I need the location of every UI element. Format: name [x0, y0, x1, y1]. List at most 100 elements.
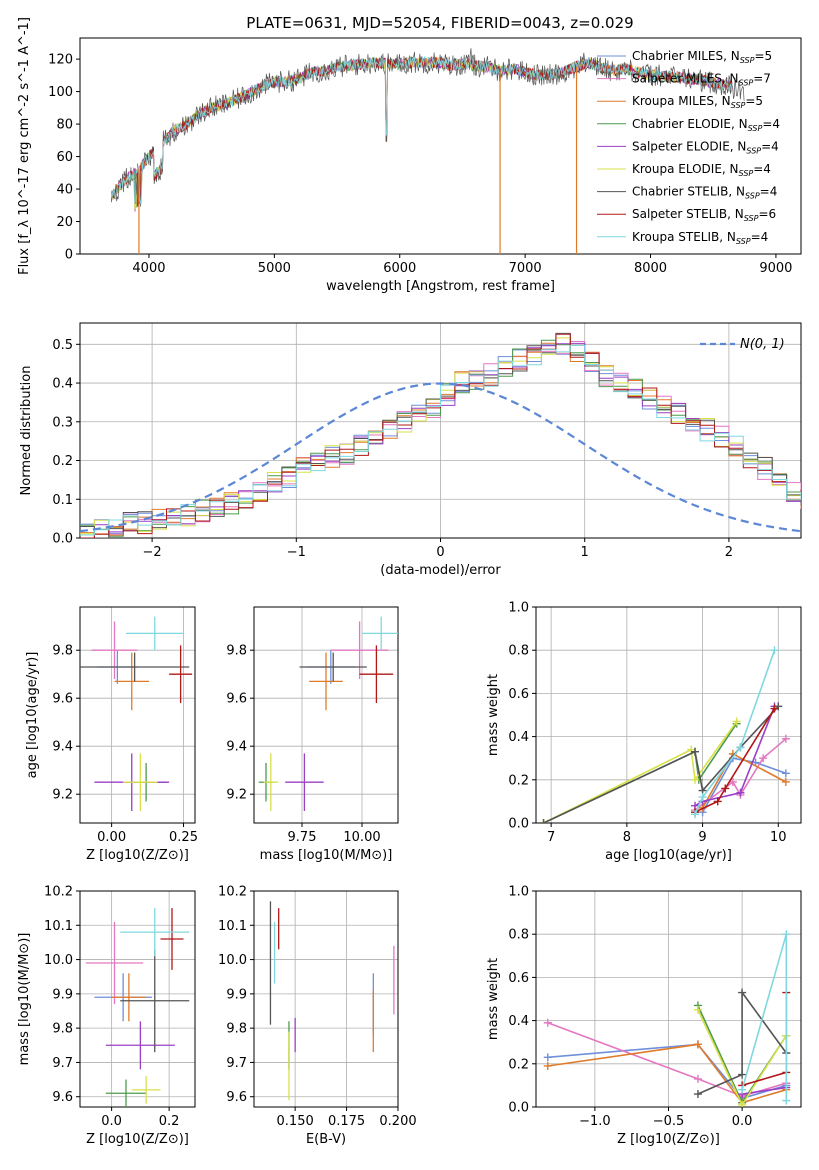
series-line: [694, 708, 776, 813]
plus-marker: [732, 717, 741, 726]
x-tick-label: 0: [436, 545, 444, 560]
plus-marker: [713, 797, 722, 806]
axes-frame: [253, 890, 399, 1108]
x-axis-label: E(B-V): [306, 1132, 346, 1147]
y-tick-label: 0: [65, 248, 73, 263]
y-tick-label: 9.9: [52, 987, 73, 1002]
histogram-step: [80, 342, 801, 536]
y-tick-label: 80: [56, 118, 73, 133]
y-tick-label: 0.5: [52, 338, 73, 353]
y-tick-label: 0.8: [508, 644, 529, 659]
x-tick-label: 0.0: [732, 1114, 753, 1129]
residuals-panel: −2 −1 0 1 2 0.0 0.1 0.2 0.3 0.4 0.5 (data-model)/er…: [19, 322, 802, 578]
histogram-step: [80, 333, 801, 538]
y-tick-label: 100: [48, 85, 73, 100]
x-tick-label: 9000: [759, 261, 792, 276]
y-tick-label: 0.4: [508, 730, 529, 745]
plus-marker: [781, 769, 790, 778]
plus-marker: [738, 1100, 747, 1107]
age-vs-z-panel: 0.00 0.25 9.2 9.4 9.6 9.8 Z [log10(Z/Z⊙)] age […: [25, 606, 198, 863]
plus-marker: [693, 1090, 702, 1099]
y-axis-label: mass [log10(M/M⊙)]: [17, 933, 32, 1066]
y-axis-label: age [log10(age/yr)]: [25, 652, 40, 779]
histogram-step: [80, 337, 801, 535]
x-tick-label: 0.150: [277, 1114, 314, 1129]
legend-entry: Chabrier STELIB, NSSP=4: [632, 185, 777, 201]
plus-marker: [721, 784, 730, 793]
plus-marker: [759, 754, 768, 763]
y-tick-label: 0.0: [52, 532, 73, 547]
age-vs-mass-panel: 9.75 10.00 9.2 9.4 9.6 9.8 mass [log10(M/M⊙)]: [226, 606, 399, 863]
legend-entry: Kroupa ELODIE, NSSP=4: [632, 162, 771, 178]
plus-marker: [770, 704, 779, 713]
y-tick-label: 0.2: [508, 773, 529, 788]
y-tick-label: 0.4: [508, 1014, 529, 1029]
y-tick-label: 0.1: [52, 493, 73, 508]
y-tick-label: 0.2: [52, 454, 73, 469]
plot-area: [80, 332, 801, 538]
y-axis-label: mass weight: [486, 958, 501, 1040]
y-tick-label: 1.0: [508, 885, 529, 900]
x-tick-label: −2: [143, 545, 162, 560]
plus-marker: [736, 743, 745, 752]
x-tick-label: 0.00: [97, 830, 126, 845]
plus-marker: [782, 1096, 791, 1105]
x-tick-label: 0.200: [379, 1114, 416, 1129]
plus-marker: [693, 1005, 702, 1014]
plot-area: [258, 616, 398, 811]
y-tick-label: 0.8: [508, 928, 529, 943]
plot-area: [539, 646, 790, 823]
y-tick-label: 9.8: [226, 644, 247, 659]
plus-marker: [693, 1074, 702, 1083]
y-tick-label: 120: [48, 53, 73, 68]
plot-area: [543, 930, 791, 1107]
plus-marker: [770, 646, 779, 655]
legend-entry: Chabrier ELODIE, NSSP=4: [632, 117, 780, 133]
plus-marker: [698, 793, 707, 802]
plus-marker: [738, 1085, 747, 1094]
y-tick-label: 9.8: [52, 644, 73, 659]
plot-area: [269, 901, 395, 1101]
y-tick-label: 9.6: [52, 692, 73, 707]
series-line: [543, 721, 738, 823]
series-line: [697, 990, 787, 1095]
y-tick-label: 9.6: [226, 692, 247, 707]
legend-entry: Salpeter MILES, NSSP=7: [632, 72, 771, 88]
x-axis-label: Z [log10(Z/Z⊙)]: [86, 848, 189, 863]
histogram-step: [80, 339, 801, 537]
x-tick-label: 10: [770, 830, 787, 845]
x-tick-label: 7: [547, 830, 555, 845]
legend-entry: Kroupa STELIB, NSSP=4: [632, 230, 768, 246]
legend-entry: N(0, 1): [740, 337, 785, 352]
gaussian-reference: [80, 382, 801, 533]
y-tick-label: 9.2: [52, 788, 73, 803]
plus-marker: [738, 988, 747, 997]
y-axis-label: mass weight: [486, 674, 501, 756]
legend-entry: Chabrier MILES, NSSP=5: [632, 49, 772, 65]
axes-frame: [535, 606, 802, 824]
x-tick-label: 8: [623, 830, 631, 845]
y-tick-label: 9.8: [226, 1022, 247, 1037]
x-tick-label: 9.75: [288, 830, 317, 845]
plus-marker: [693, 1040, 702, 1049]
y-tick-label: 1.0: [508, 601, 529, 616]
figure-title: PLATE=0631, MJD=52054, FIBERID=0043, z=0…: [246, 14, 633, 32]
mass-vs-ebv-panel: 0.150 0.175 0.200 9.6 9.7 9.8 9.9 10.0 10.1 10.2 E…: [218, 885, 417, 1148]
plus-marker: [782, 930, 791, 939]
plot-area: [80, 616, 193, 811]
series-line: [547, 1043, 787, 1104]
y-tick-label: 9.7: [52, 1056, 73, 1071]
y-axis-label: Normed distribution: [19, 366, 34, 496]
x-tick-label: −1.0: [579, 1114, 611, 1129]
y-tick-label: 10.0: [44, 953, 73, 968]
y-tick-label: 9.4: [52, 740, 73, 755]
x-tick-label: 2: [725, 545, 733, 560]
plus-marker: [738, 1070, 747, 1079]
axes-frame: [79, 37, 802, 255]
y-tick-label: 9.9: [226, 987, 247, 1002]
y-tick-label: 10.0: [218, 953, 247, 968]
x-axis-label: mass [log10(M/M⊙)]: [260, 848, 393, 863]
legend-entry: Salpeter STELIB, NSSP=6: [632, 207, 776, 223]
y-tick-label: 20: [56, 215, 73, 230]
histogram-step: [80, 345, 801, 536]
